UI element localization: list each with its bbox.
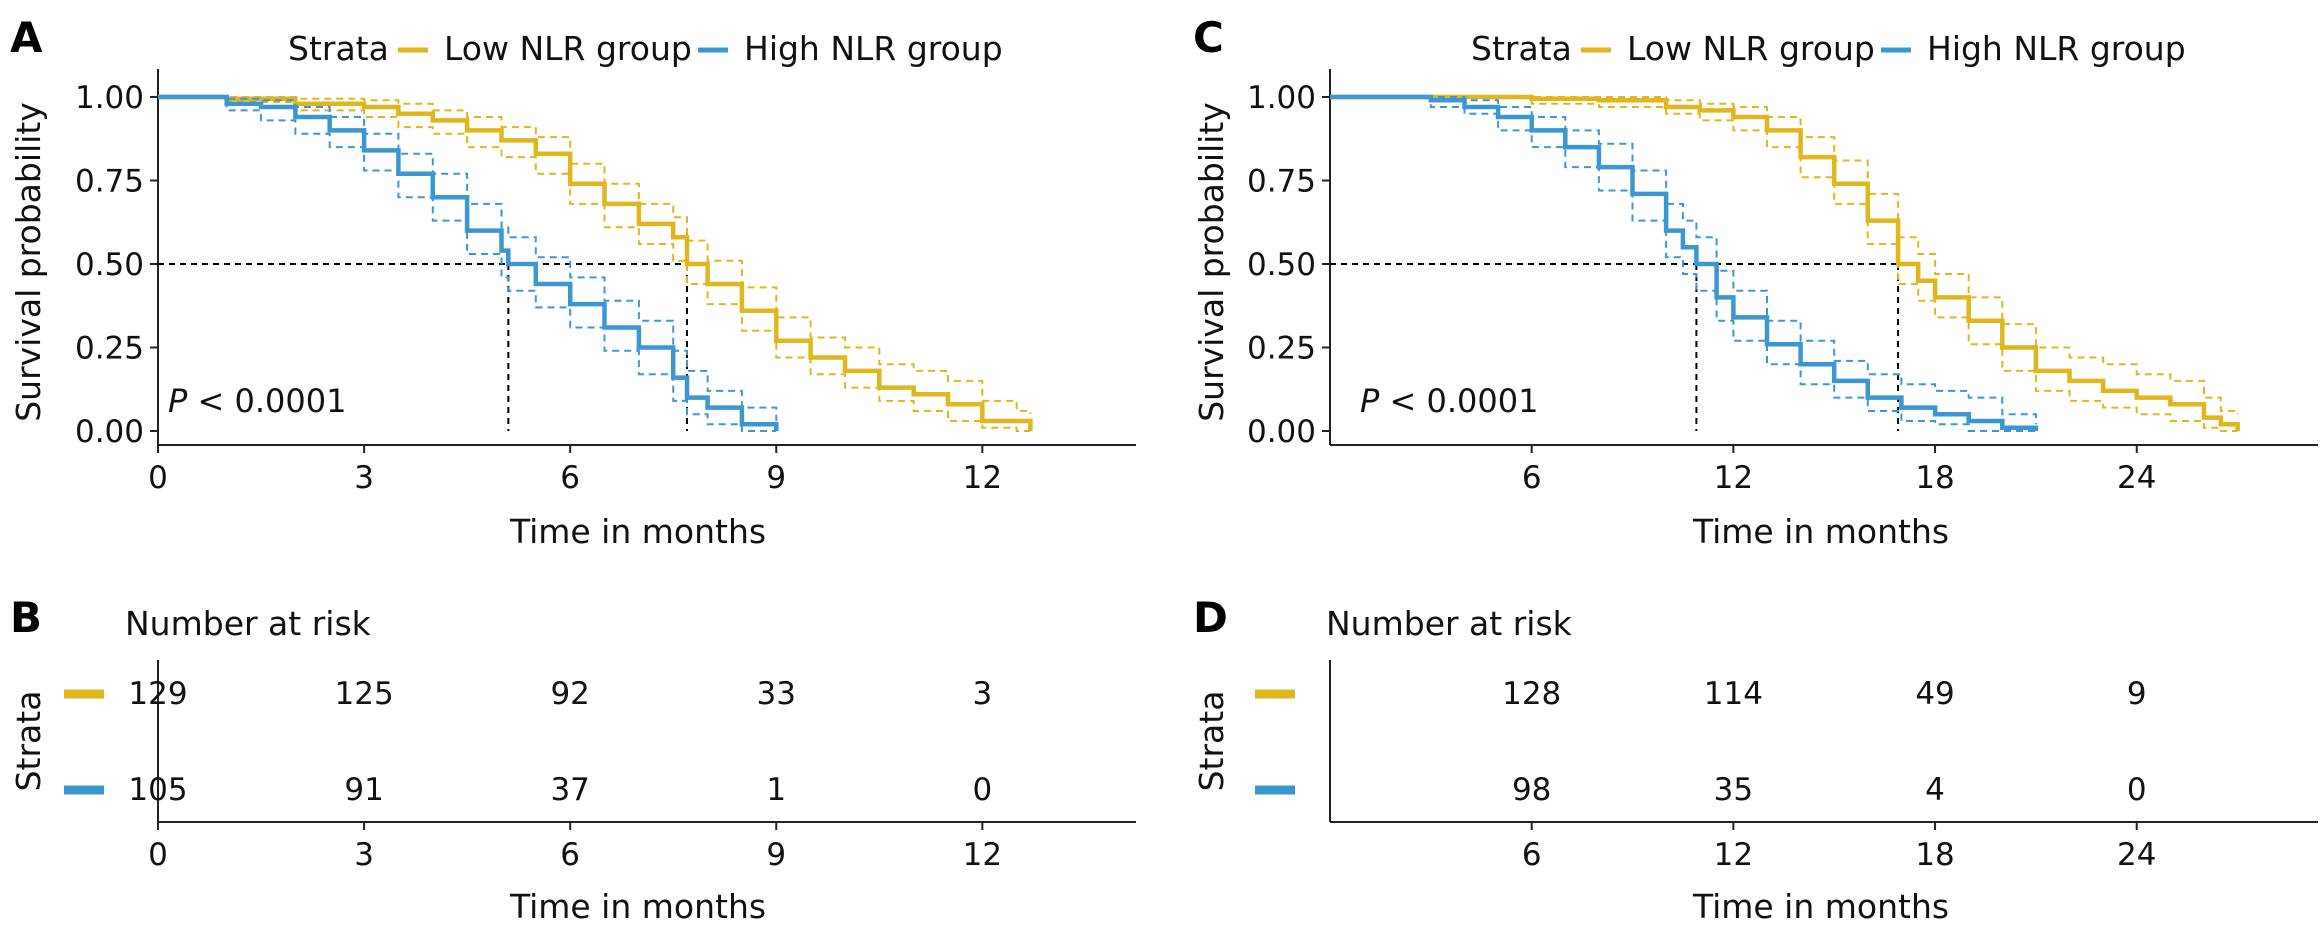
y-tick-label: 0.25 [1247, 331, 1316, 367]
high-nlr-group-survival-curve [1330, 94, 2039, 431]
y-axis-label: Survival probability [9, 102, 48, 422]
x-tick-label: 18 [1915, 460, 1954, 496]
panel-letter-b: B [10, 593, 42, 642]
y-tick-label: 0.25 [75, 331, 144, 367]
low-nlr-group-risk-count: 3 [972, 676, 992, 712]
high-nlr-group-risk-count: 105 [128, 772, 187, 808]
low-nlr-group-ci-upper [158, 96, 1032, 415]
x-tick-label: 0 [148, 460, 168, 496]
legend-high-label: High NLR group [744, 29, 1003, 68]
high-nlr-group-risk-count: 35 [1714, 772, 1753, 808]
low-nlr-group-ci-upper [1330, 96, 2239, 415]
high-nlr-group-ci-lower [1330, 96, 2036, 432]
p-value: P < 0.0001 [168, 382, 346, 420]
x-axis-label: Time in months [1692, 512, 1949, 551]
x-tick-label: 12 [1714, 837, 1753, 873]
high-nlr-group-ci-upper [158, 96, 778, 421]
x-tick-label: 9 [766, 460, 786, 496]
low-nlr-group-risk-count: 49 [1915, 676, 1954, 712]
y-tick-label: 1.00 [75, 80, 144, 116]
x-tick-label: 12 [963, 460, 1002, 496]
risk-table-title: Number at risk [1326, 604, 1573, 643]
high-nlr-group-risk-count: 0 [2127, 772, 2147, 808]
low-nlr-group-risk-count: 128 [1502, 676, 1561, 712]
x-tick-label: 3 [354, 460, 374, 496]
survival-plot-c: Survival probability Time in months P < … [1192, 69, 2318, 551]
x-tick-label: 24 [2117, 837, 2156, 873]
y-tick-label: 0.00 [75, 414, 144, 450]
high-nlr-group-risk-count: 1 [766, 772, 786, 808]
x-tick-label: 12 [1714, 460, 1753, 496]
panel-letter-a: A [10, 13, 43, 62]
panel-letter-c: C [1193, 13, 1224, 62]
low-nlr-group-ci-lower [1330, 96, 2238, 432]
low-nlr-group-risk-count: 125 [335, 676, 394, 712]
y-axis-label: Strata [9, 691, 48, 792]
risk-table-d: Number at risk Strata Time in months 6 12… [1192, 604, 2318, 926]
high-nlr-group-risk-count: 0 [972, 772, 992, 808]
high-nlr-group-ci-lower [158, 96, 777, 432]
x-tick-label: 18 [1915, 837, 1954, 873]
x-axis-label: Time in months [1692, 887, 1949, 926]
p-value: P < 0.0001 [1360, 382, 1538, 420]
x-axis-label: Time in months [509, 887, 766, 926]
high-nlr-group-risk-count: 98 [1512, 772, 1551, 808]
legend-low-label: Low NLR group [444, 29, 692, 68]
x-tick-label: 6 [1522, 460, 1542, 496]
y-tick-label: 0.50 [75, 247, 144, 283]
y-tick-label: 0.50 [1247, 247, 1316, 283]
y-axis-label: Survival probability [1192, 102, 1231, 422]
legend-a: Strata Low NLR group High NLR group [288, 29, 1003, 68]
legend-low-label: Low NLR group [1627, 29, 1875, 68]
risk-table-title: Number at risk [125, 604, 372, 643]
high-nlr-group-risk-count: 37 [550, 772, 589, 808]
low-nlr-group-risk-count: 9 [2127, 676, 2147, 712]
x-tick-label: 0 [148, 837, 168, 873]
y-tick-label: 1.00 [1247, 80, 1316, 116]
legend-title: Strata [288, 29, 389, 68]
low-nlr-group-survival-curve [1330, 94, 2240, 431]
legend-high-label: High NLR group [1927, 29, 2186, 68]
x-tick-label: 9 [766, 837, 786, 873]
low-nlr-group-risk-count: 92 [550, 676, 589, 712]
x-tick-label: 3 [354, 837, 374, 873]
survival-plot-a: Survival probability Time in months P < … [9, 69, 1136, 551]
x-tick-label: 6 [560, 837, 580, 873]
high-nlr-group-survival-curve [158, 94, 779, 431]
y-tick-label: 0.75 [1247, 164, 1316, 200]
y-tick-label: 0.75 [75, 164, 144, 200]
x-tick-label: 6 [560, 460, 580, 496]
low-nlr-group-risk-count: 114 [1704, 676, 1763, 712]
x-axis-label: Time in months [509, 512, 766, 551]
high-nlr-group-risk-count: 91 [344, 772, 383, 808]
low-nlr-group-risk-count: 33 [757, 676, 796, 712]
legend-c: Strata Low NLR group High NLR group [1471, 29, 2186, 68]
low-nlr-group-survival-curve [158, 94, 1033, 431]
panel-letter-d: D [1193, 593, 1228, 642]
high-nlr-group-risk-count: 4 [1925, 772, 1945, 808]
y-tick-label: 0.00 [1247, 414, 1316, 450]
y-axis-label: Strata [1192, 691, 1231, 792]
legend-title: Strata [1471, 29, 1572, 68]
low-nlr-group-ci-lower [158, 96, 1031, 432]
risk-table-b: Number at risk Strata Time in months 0 3 6… [9, 604, 1136, 926]
x-tick-label: 12 [963, 837, 1002, 873]
low-nlr-group-risk-count: 129 [128, 676, 187, 712]
x-tick-label: 24 [2117, 460, 2156, 496]
x-tick-label: 6 [1522, 837, 1542, 873]
